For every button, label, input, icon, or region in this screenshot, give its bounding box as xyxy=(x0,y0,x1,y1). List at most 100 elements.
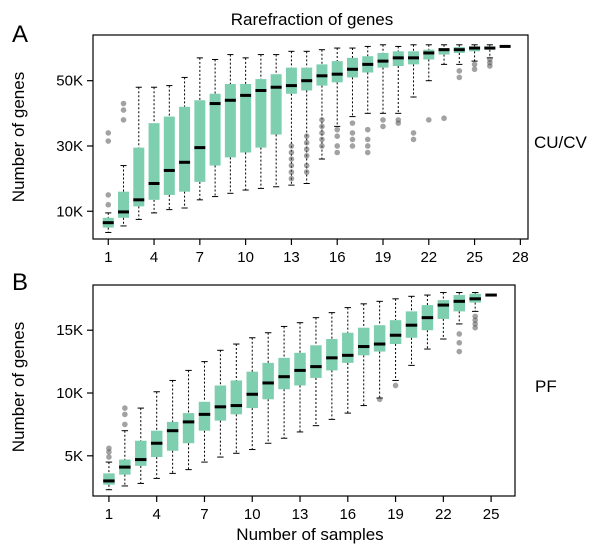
panel-b-box-3-iqr xyxy=(135,440,147,466)
panel-a-box-24-outlier-0 xyxy=(456,74,463,81)
panel-a-box-14-iqr xyxy=(301,67,313,91)
panel-a-x-tick-label-22: 22 xyxy=(420,249,437,266)
panel-b-box-10-iqr xyxy=(246,371,258,409)
panel-a-box-2-iqr xyxy=(118,191,130,218)
panel-a-box-21-outlier-1 xyxy=(410,130,417,136)
panel-b-x-tick-label-7: 7 xyxy=(200,506,208,523)
panel-b-box-12-iqr xyxy=(278,357,290,390)
panel-b-x-tick-label-25: 25 xyxy=(483,506,500,523)
panel-b-box-24-outlier-3 xyxy=(472,313,478,320)
panel-a-box-14-outlier-1 xyxy=(303,162,310,169)
panel-b-box-9-iqr xyxy=(230,380,243,415)
panel-a-box-18-outlier-0 xyxy=(364,149,371,156)
panel-b-box-23-outlier-1 xyxy=(456,339,463,346)
panel-a-box-11-iqr xyxy=(255,79,267,148)
panel-b-x-tick-label-13: 13 xyxy=(292,506,309,523)
panel-b-box-1-iqr xyxy=(103,473,115,485)
x-axis-label: Number of samples xyxy=(236,525,383,544)
panel-a-box-16-outlier-1 xyxy=(334,143,341,149)
panel-b-x-tick-label-10: 10 xyxy=(244,506,261,523)
panel-a-box-3-iqr xyxy=(133,147,145,207)
panel-a-x-tick-label-25: 25 xyxy=(466,249,483,266)
panel-b-box-16-iqr xyxy=(342,332,354,363)
panel-a-group-label: CU/CV xyxy=(534,133,588,152)
panel-a-box-16-iqr xyxy=(331,61,343,83)
panel-b-box-19-outlier-0 xyxy=(392,382,399,389)
panel-a-box-15-outlier-4 xyxy=(319,117,325,123)
panel-a-box-17-outlier-0 xyxy=(349,143,356,149)
panel-a-box-13-outlier-5 xyxy=(288,143,295,149)
panel-a-box-19-outlier-1 xyxy=(380,117,386,123)
panel-a-box-4-iqr xyxy=(148,123,160,200)
panel-a-box-13-outlier-3 xyxy=(288,156,295,162)
panel-b-box-14-iqr xyxy=(310,345,322,378)
panel-a-box-17-outlier-2 xyxy=(349,130,356,136)
panel-b-letter: B xyxy=(12,269,28,296)
panel-a-box-23-outlier-0 xyxy=(441,115,447,122)
panel-a-box-10-iqr xyxy=(240,83,252,153)
panel-a-y-tick-label-1: 30K xyxy=(56,138,83,155)
panel-b-box-8-iqr xyxy=(214,385,227,421)
panel-b-y-tick-label-0: 5K xyxy=(65,448,83,465)
panel-a-box-13-outlier-0 xyxy=(288,175,295,182)
panel-a-box-8-iqr xyxy=(209,93,221,166)
panel-a-plot: 1 4 7 10 13 16 19 22 25 28 10K 30K 50K xyxy=(56,34,529,266)
panel-a-letter: A xyxy=(12,21,28,48)
panel-a-box-16-outlier-3 xyxy=(334,126,341,133)
panel-a-box-24-outlier-1 xyxy=(456,68,463,74)
panel-a-box-14-outlier-0 xyxy=(303,169,310,175)
panel-a-box-1-outlier-0 xyxy=(105,201,112,208)
panel-b-box-22-iqr xyxy=(437,300,450,319)
panel-a-x-tick-label-13: 13 xyxy=(283,249,300,266)
panel-a-x-tick-label-10: 10 xyxy=(237,249,254,266)
panel-b-x-tick-label-19: 19 xyxy=(387,506,404,523)
panel-a-box-1-outlier-2 xyxy=(105,138,112,144)
panel-b-box-6-iqr xyxy=(182,413,195,444)
panel-a-y-axis-label: Number of genes xyxy=(9,72,28,202)
panel-b-group-label: PF xyxy=(535,377,557,396)
panel-a-box-13-outlier-2 xyxy=(288,162,295,169)
panel-a-box-17-outlier-3 xyxy=(349,120,356,126)
panel-a-x-tick-label-4: 4 xyxy=(150,249,158,266)
panel-b-box-11-iqr xyxy=(262,362,274,400)
panel-a-plot-frame xyxy=(92,34,529,240)
panel-a-x-tick-label-28: 28 xyxy=(512,249,529,266)
panel-b-box-7-iqr xyxy=(198,401,211,431)
panel-a-box-18-outlier-1 xyxy=(364,143,371,149)
panel-a-box-14-outlier-4 xyxy=(303,139,310,146)
panel-a-x-tick-label-1: 1 xyxy=(104,249,112,266)
panel-a-box-12-iqr xyxy=(270,74,282,135)
panel-a-box-21-outlier-0 xyxy=(410,136,417,143)
panel-a-x-tick-label-7: 7 xyxy=(196,249,204,266)
panel-b-box-23-outlier-2 xyxy=(456,331,463,337)
panel-b-box-1-outlier-2 xyxy=(106,445,112,452)
panel-a-box-13-outlier-1 xyxy=(288,169,295,175)
panel-b-box-23-outlier-0 xyxy=(456,348,463,355)
panel-b-box-18-iqr xyxy=(373,325,386,352)
panel-b-box-1-outlier-0 xyxy=(106,454,112,460)
panel-a-box-13-outlier-4 xyxy=(288,149,295,156)
panel-b-box-2-outlier-2 xyxy=(122,405,128,411)
panel-a-box-25-outlier-0 xyxy=(471,66,478,73)
panel-b-x-tick-label-4: 4 xyxy=(153,506,161,523)
panel-a-box-2-outlier-1 xyxy=(120,107,127,113)
chart-title: Rarefraction of genes xyxy=(231,10,394,29)
panel-a-box-15-outlier-3 xyxy=(319,123,325,130)
panel-a-y-tick-label-0: 10K xyxy=(56,203,83,220)
panel-a-x-tick-label-19: 19 xyxy=(375,249,392,266)
panel-a-box-14-outlier-3 xyxy=(303,146,310,153)
panel-b-x-tick-label-1: 1 xyxy=(105,506,113,523)
panel-b-plot: 1 4 7 10 13 16 19 22 25 5K 10K 15K xyxy=(56,284,516,523)
panel-a-box-16-outlier-2 xyxy=(334,133,341,139)
panel-b-y-tick-label-2: 15K xyxy=(56,322,83,339)
panel-a-box-18-outlier-2 xyxy=(364,136,371,143)
panel-b-box-17-iqr xyxy=(357,327,370,356)
panel-a-box-15-outlier-2 xyxy=(319,130,325,136)
panel-b-y-axis-label: Number of genes xyxy=(9,322,28,452)
panel-b-box-2-outlier-1 xyxy=(122,411,128,418)
panel-b-plot-frame xyxy=(92,284,516,497)
panel-a-box-6-iqr xyxy=(179,106,191,192)
panel-b-box-23-iqr xyxy=(453,295,465,312)
panel-a-box-2-outlier-0 xyxy=(120,117,127,123)
panel-b-x-tick-label-16: 16 xyxy=(339,506,356,523)
